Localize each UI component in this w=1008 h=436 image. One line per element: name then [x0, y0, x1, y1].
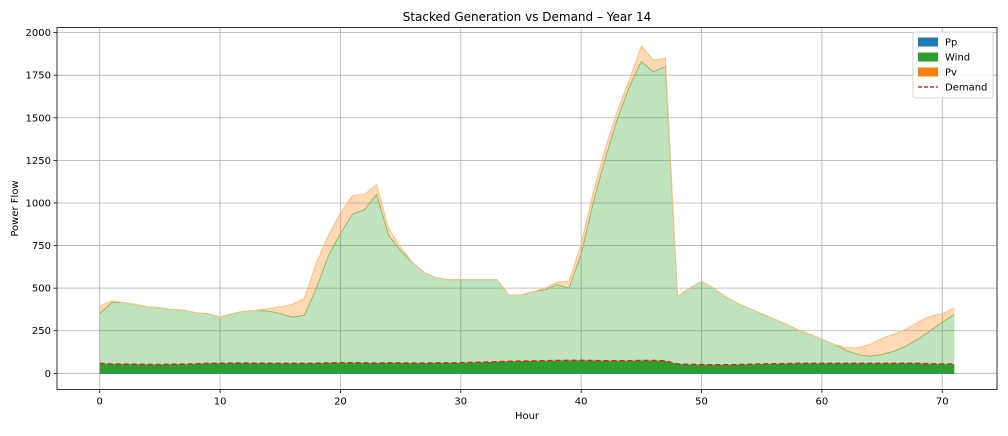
demand-met-area — [99, 360, 955, 374]
x-tick-label-2: 20 — [334, 397, 347, 408]
line-demand — [99, 359, 955, 366]
plot-frame — [56, 27, 998, 390]
y-axis-label: Power Flow — [10, 180, 21, 236]
x-tick-label-3: 30 — [454, 397, 467, 408]
y-tick-label-3: 750 — [32, 241, 51, 252]
x-tick-label-5: 50 — [695, 397, 708, 408]
legend-swatch-pv — [918, 67, 938, 77]
area-edge-pv — [99, 45, 955, 349]
line-layer — [99, 359, 955, 374]
legend-label-demand: Demand — [945, 83, 987, 94]
legend-label-pp: Pp — [945, 38, 957, 49]
y-tick-label-4: 1000 — [26, 198, 51, 209]
x-tick-label-0: 0 — [97, 397, 103, 408]
y-tick-label-1: 250 — [32, 326, 51, 337]
y-tick-label-2: 500 — [32, 284, 51, 295]
y-tick-label-8: 2000 — [26, 28, 51, 39]
y-tick-label-0: 0 — [45, 369, 51, 380]
y-tick-label-5: 1250 — [26, 156, 51, 167]
legend-swatch-pp — [918, 37, 938, 47]
y-tick-label-6: 1500 — [26, 113, 51, 124]
legend-swatch-wind — [918, 52, 938, 62]
x-tick-label-1: 10 — [214, 397, 227, 408]
area-layer — [99, 45, 955, 374]
tick-layer: 0 10 20 30 40 50 60 70 0 250 500 750 1000 1250 1500 175… — [26, 28, 949, 407]
legend-label-pv: Pv — [945, 68, 957, 79]
x-tick-label-7: 70 — [936, 397, 949, 408]
area-pv — [99, 46, 955, 357]
y-tick-label-7: 1750 — [26, 71, 51, 82]
grid-layer — [57, 27, 997, 390]
chart-title: Stacked Generation vs Demand – Year 14 — [403, 10, 652, 24]
legend: Pp Wind Pv Demand — [912, 31, 994, 99]
legend-box — [912, 31, 994, 99]
area-wind — [99, 61, 955, 374]
legend-label-wind: Wind — [945, 53, 970, 64]
x-tick-label-6: 60 — [816, 397, 829, 408]
x-tick-label-4: 40 — [575, 397, 588, 408]
x-axis-label: Hour — [515, 411, 540, 422]
